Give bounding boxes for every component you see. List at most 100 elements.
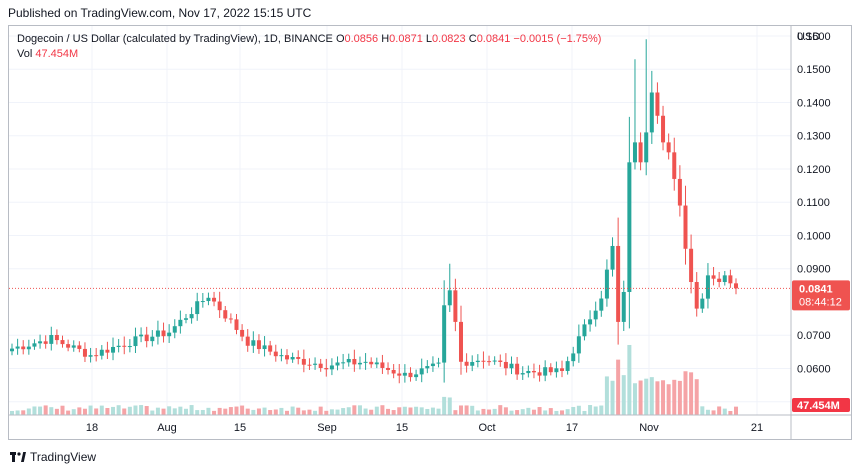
candle-body <box>509 363 514 369</box>
volume-bar <box>537 407 542 415</box>
candle-body <box>683 205 688 249</box>
volume-bar <box>621 375 626 415</box>
candle-body <box>290 357 295 360</box>
candle-body <box>346 358 351 363</box>
volume-bar <box>245 408 250 415</box>
volume-bar <box>571 406 576 415</box>
candle-body <box>99 349 104 356</box>
tradingview-logo-icon <box>10 452 26 462</box>
candle-body <box>116 345 121 347</box>
candle-body <box>537 372 542 376</box>
candle-body <box>604 269 609 299</box>
volume-bar <box>240 405 245 415</box>
price-tick-label: 0.0900 <box>797 264 831 276</box>
candle-body <box>268 345 273 352</box>
time-tick-label: Aug <box>157 422 177 434</box>
volume-bar <box>335 409 340 415</box>
volume-bar <box>369 409 374 415</box>
volume-bar <box>672 379 677 415</box>
price-tick-label: 0.1500 <box>797 64 831 76</box>
volume-bar <box>548 408 553 415</box>
candle-body <box>464 361 469 366</box>
candle-body <box>458 321 463 362</box>
volume-bar <box>88 405 93 415</box>
candle-body <box>672 152 677 179</box>
candle-body <box>414 374 419 378</box>
footer-brand[interactable]: TradingView <box>30 450 97 464</box>
volume-bar <box>329 409 334 415</box>
volume-bar <box>565 409 570 415</box>
candle-body <box>183 318 188 320</box>
volume-bar <box>139 405 144 415</box>
price-tick-label: 0.0600 <box>797 363 831 375</box>
volume-bar <box>77 407 82 415</box>
volume-bar <box>60 405 65 415</box>
close-label: C <box>468 33 477 45</box>
legend-row-ohlc: Dogecoin / US Dollar (calculated by Trad… <box>17 32 601 46</box>
volume-bar <box>49 407 54 415</box>
candle-body <box>105 349 110 353</box>
candle-body <box>122 345 127 347</box>
published-note: Published on TradingView.com, Nov 17, 20… <box>8 6 312 20</box>
candle-body <box>357 362 362 365</box>
volume-bar <box>189 405 194 415</box>
volume-bar <box>593 406 598 415</box>
volume-bar <box>10 410 14 415</box>
candle-body <box>492 360 497 362</box>
candle-body <box>638 142 643 163</box>
volume-bar <box>632 383 637 415</box>
candle-body <box>133 336 138 347</box>
candle-body <box>127 346 132 348</box>
volume-bar <box>155 407 160 415</box>
volume-bar <box>268 410 273 415</box>
candle-body <box>341 362 346 364</box>
price-tick-label: 0.1600 <box>797 31 831 43</box>
volume-bar <box>380 405 385 415</box>
candle-body <box>155 330 160 337</box>
candle-body <box>71 345 76 348</box>
volume-bar <box>127 406 132 415</box>
volume-bar <box>453 410 458 415</box>
low-value: 0.0823 <box>432 33 466 45</box>
volume-bar <box>425 408 430 415</box>
chart-panel[interactable]: 0.1600 0.1500 0.1400 0.1300 0.1200 0.1100 0.10… <box>8 25 852 440</box>
volume-bar <box>144 406 149 415</box>
volume-bar <box>195 410 200 415</box>
candle-body <box>94 355 99 357</box>
candle-body <box>621 291 626 322</box>
volume-bar <box>705 409 710 415</box>
volume-bar <box>341 408 346 415</box>
candle-body <box>515 363 520 375</box>
candles <box>10 39 738 384</box>
candle-body <box>430 363 435 367</box>
candle-body <box>560 368 565 371</box>
open-label: O <box>335 33 345 45</box>
candle-body <box>82 348 87 357</box>
candle-body <box>470 362 475 366</box>
volume-bar <box>391 410 396 415</box>
price-tick-label: 0.1100 <box>797 197 830 209</box>
candle-body <box>554 368 559 373</box>
candle-body <box>66 344 71 348</box>
time-tick-label: 21 <box>751 422 763 434</box>
candle-body <box>139 334 144 337</box>
volume-bar <box>285 410 290 415</box>
candle-body <box>329 365 334 370</box>
candle-body <box>301 358 306 365</box>
candlestick-chart[interactable]: 0.1600 0.1500 0.1400 0.1300 0.1200 0.1100 0.10… <box>9 26 851 439</box>
symbol-label[interactable]: Dogecoin / US Dollar (calculated by Trad… <box>17 33 333 45</box>
volume-bar <box>515 410 520 415</box>
volume-label: Vol <box>17 48 33 60</box>
volume-bar <box>655 381 660 415</box>
candle-body <box>240 329 245 337</box>
volume-bar <box>386 408 391 415</box>
candle-body <box>111 346 116 353</box>
candle-body <box>150 336 155 342</box>
candle-body <box>234 319 239 330</box>
volume-bar <box>273 409 278 415</box>
volume-bar <box>200 409 205 415</box>
candle-body <box>571 353 576 362</box>
candle-body <box>285 355 290 360</box>
candle-body <box>324 367 329 370</box>
candle-body <box>436 362 441 364</box>
